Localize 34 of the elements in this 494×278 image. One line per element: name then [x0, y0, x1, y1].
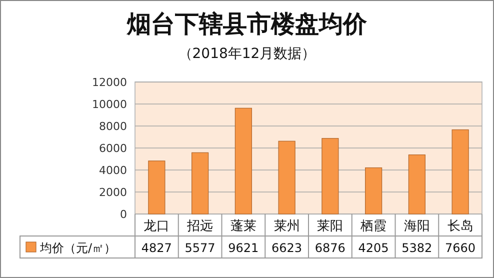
data-label: 5577: [184, 241, 216, 255]
x-tick-label: 海阳: [404, 219, 430, 234]
legend-label: 均价（元/㎡）: [39, 241, 116, 255]
data-label: 4827: [141, 241, 172, 255]
data-label: 9621: [228, 241, 259, 255]
data-label: 7660: [445, 241, 476, 255]
x-tick-label: 莱阳: [317, 219, 344, 234]
bar: [408, 154, 426, 214]
y-tick-label: 0: [120, 208, 127, 221]
data-label: 6876: [314, 241, 346, 255]
chart-title: 烟台下辖县市楼盘均价: [126, 10, 368, 38]
x-tick-label: 蓬莱: [230, 219, 256, 234]
data-label: 6623: [272, 241, 302, 255]
bar: [192, 152, 209, 214]
bar: [452, 129, 469, 214]
x-tick-label: 莱州: [274, 219, 300, 234]
y-tick-label: 2000: [99, 186, 127, 199]
y-tick-label: 12000: [92, 76, 127, 89]
data-label: 5382: [402, 241, 432, 255]
y-tick-label: 4000: [99, 164, 127, 177]
data-label: 4205: [358, 241, 389, 255]
bar: [278, 140, 296, 214]
chart-subtitle: （2018年12月数据）: [178, 46, 316, 62]
y-tick-label: 6000: [99, 142, 127, 155]
y-tick-label: 10000: [92, 98, 127, 111]
bar: [234, 108, 252, 214]
x-tick-label: 招远: [186, 219, 214, 234]
bar: [322, 138, 339, 214]
x-tick-label: 长岛: [447, 219, 474, 234]
bar: [148, 160, 166, 214]
y-tick-label: 8000: [99, 120, 127, 133]
x-tick-label: 栖霞: [360, 219, 387, 234]
bar: [365, 167, 382, 214]
x-tick-label: 龙口: [144, 219, 170, 234]
